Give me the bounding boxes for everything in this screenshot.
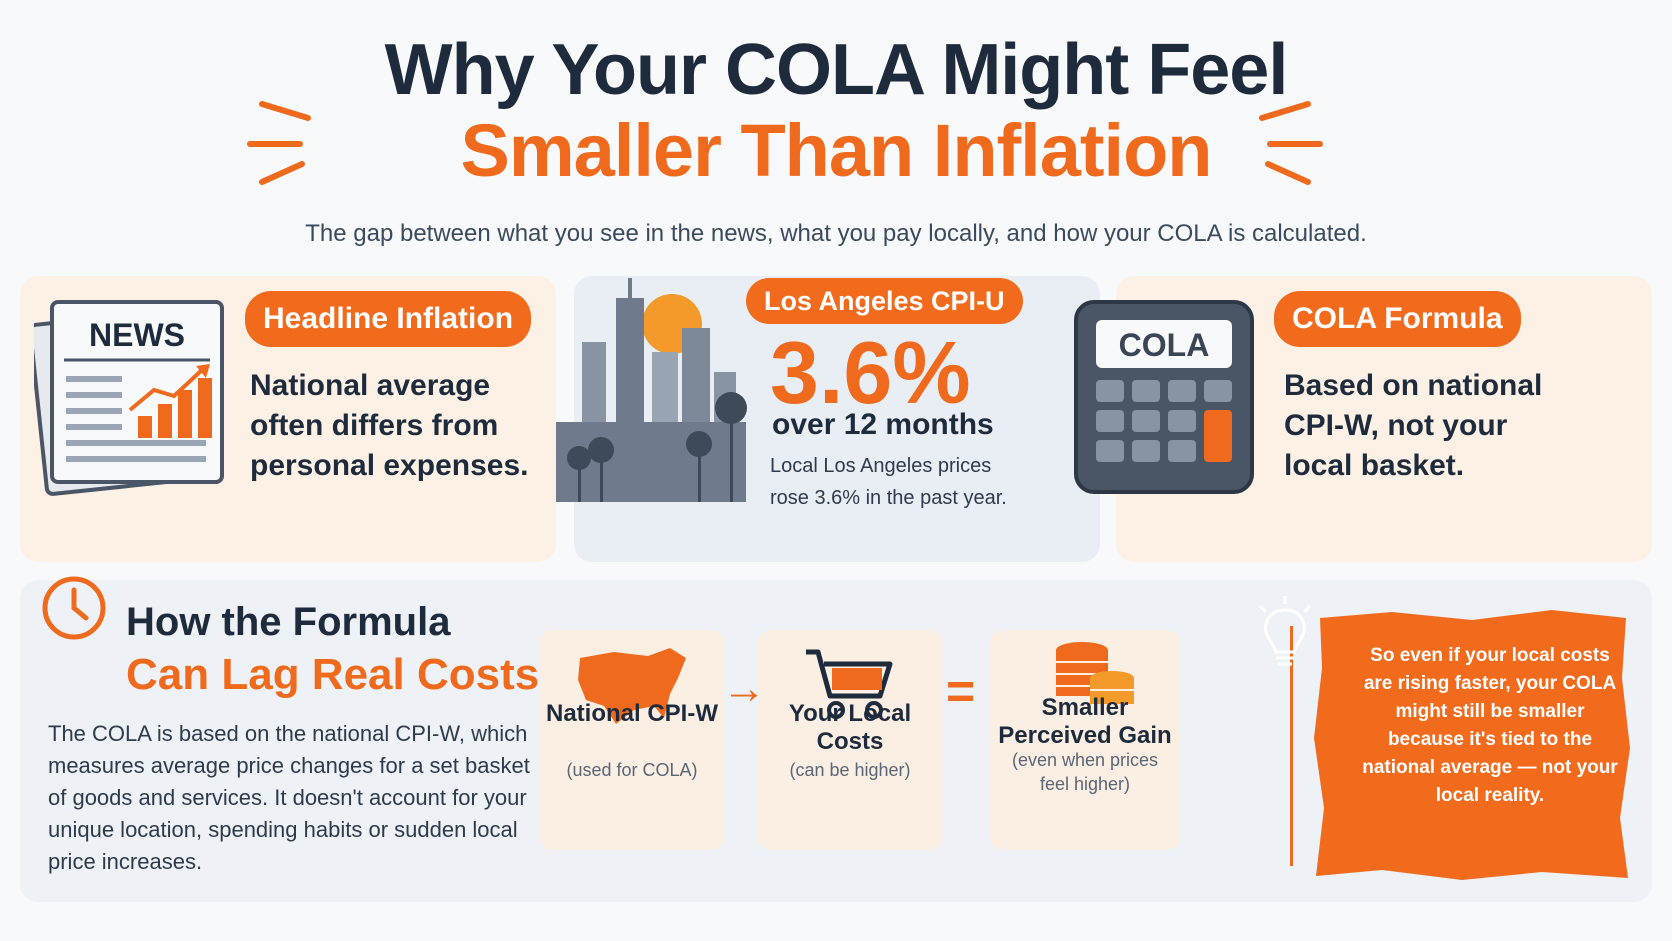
step-national-cpi-title: National CPI-W: [546, 700, 718, 727]
headline-inflation-text: National average often differs from pers…: [250, 369, 529, 482]
step-local-costs-sub: (can be higher): [789, 760, 911, 780]
newspaper-icon-text: NEWS: [89, 317, 185, 353]
callout-background: [1314, 610, 1630, 880]
clock-icon: [42, 576, 106, 640]
page-title-line1: Why Your COLA Might Feel: [384, 30, 1289, 110]
title-block: Why Your COLA Might Feel Smaller Than In…: [0, 30, 1672, 192]
left-sparkle-icon: [247, 101, 311, 185]
right-sparkle-icon: [1259, 101, 1323, 185]
cola-formula-label: COLA Formula: [1274, 291, 1521, 347]
step-local-costs: Your Local Costs (can be higher): [758, 630, 942, 850]
step-national-cpi-sub: (used for COLA): [566, 760, 698, 780]
step-local-costs-title: Your Local Costs: [788, 700, 912, 755]
los-angeles-cpi-label: Los Angeles CPI-U: [746, 278, 1023, 324]
city-skyline-icon: [556, 278, 747, 502]
us-map-icon: [578, 648, 686, 724]
cola-formula-text: Based on national CPI-W, not your local …: [1284, 369, 1543, 482]
coin-stack-icon: [1056, 642, 1134, 704]
step-perceived-gain-sub: (even when prices feel higher): [1011, 750, 1159, 794]
shopping-cart-icon: [806, 649, 893, 719]
formula-section-title-line1: How the Formula: [126, 600, 451, 644]
equals-icon: =: [946, 663, 976, 719]
step-perceived-gain: Smaller Perceived Gain (even when prices…: [990, 630, 1180, 850]
newspaper-icon: NEWS: [34, 300, 224, 496]
lightbulb-icon: [1258, 596, 1312, 666]
cpi-value: 3.6%: [770, 323, 971, 422]
cpi-period: over 12 months: [772, 408, 994, 441]
calculator-icon-text: COLA: [1119, 327, 1210, 363]
page-title-line2: Smaller Than Inflation: [460, 109, 1213, 192]
divider: [1290, 626, 1293, 866]
page-subtitle: The gap between what you see in the news…: [305, 220, 1367, 247]
step-perceived-gain-title: Smaller Perceived Gain: [998, 694, 1172, 749]
formula-section-title-line2: Can Lag Real Costs: [126, 650, 540, 699]
calculator-icon: COLA: [1074, 300, 1254, 494]
cpi-description: Local Los Angeles prices rose 3.6% in th…: [770, 455, 1007, 509]
headline-inflation-label: Headline Inflation: [245, 291, 532, 347]
step-national-cpi: National CPI-W (used for COLA): [540, 630, 724, 850]
formula-section-body: The COLA is based on the national CPI-W,…: [48, 721, 530, 874]
callout-text: So even if your local costs are rising f…: [1362, 645, 1618, 806]
